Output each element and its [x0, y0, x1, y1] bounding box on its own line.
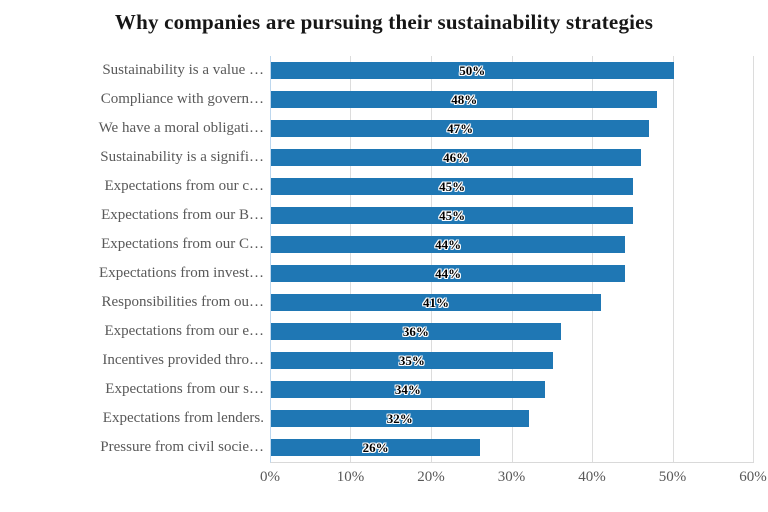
- value-label: 48%: [451, 91, 478, 107]
- gridline: [511, 56, 513, 462]
- bar-row: 36%: [271, 317, 754, 346]
- category-label: Expectations from our B…: [101, 207, 264, 223]
- category-label: Responsibilities from ou…: [101, 294, 265, 310]
- bar-row: 26%: [271, 433, 754, 462]
- x-axis-tick-label: 50%: [658, 469, 687, 485]
- value-label: 46%: [443, 149, 470, 165]
- bar-row: 44%: [271, 230, 754, 259]
- bar: 45%: [271, 207, 634, 224]
- value-label: 50%: [459, 62, 486, 78]
- x-axis-tick-label: 30%: [497, 469, 526, 485]
- x-axis: 0% 10% 20% 30% 40% 50% 60%: [260, 469, 767, 491]
- category-label: We have a moral obligati…: [98, 120, 264, 136]
- category-label: Expectations from invest…: [99, 265, 264, 281]
- category-label: Expectations from our C…: [101, 236, 264, 252]
- x-axis-tick-label: 60%: [739, 469, 767, 485]
- chart-title: Why companies are pursuing their sustain…: [114, 10, 654, 34]
- bar-row: 44%: [271, 259, 754, 288]
- bar: 44%: [271, 236, 626, 253]
- category-label: Expectations from our e…: [104, 323, 264, 339]
- bar-row: 45%: [271, 201, 754, 230]
- value-label: 32%: [386, 410, 413, 426]
- x-axis-tick-label: 40%: [578, 469, 606, 485]
- category-label: Expectations from our c…: [104, 178, 264, 194]
- bar: 50%: [271, 62, 674, 79]
- bar: 32%: [271, 410, 529, 427]
- gridline: [672, 56, 674, 462]
- value-label: 26%: [362, 439, 389, 455]
- value-label: 34%: [394, 381, 421, 397]
- bar-row: 32%: [271, 404, 754, 433]
- x-axis-tick-label: 10%: [336, 469, 365, 485]
- bar-row: 45%: [271, 172, 754, 201]
- category-label: Sustainability is a signifi…: [100, 149, 264, 165]
- bar: 47%: [271, 120, 650, 137]
- bar-row: 47%: [271, 114, 754, 143]
- gridline: [591, 56, 593, 462]
- value-label: 36%: [402, 323, 429, 339]
- plot-area: 50% 48% 47% 46% 45% 45% 44% 44% 41% 36% 35% 34% 32% 2…: [270, 56, 754, 463]
- value-label: 44%: [435, 265, 462, 281]
- bar-row: 48%: [271, 85, 754, 114]
- value-label: 47%: [447, 120, 474, 136]
- category-label: Expectations from our s…: [105, 381, 264, 397]
- x-axis-tick-label: 20%: [417, 469, 445, 485]
- bar-row: 41%: [271, 288, 754, 317]
- bar: 35%: [271, 352, 553, 369]
- value-label: 44%: [435, 236, 462, 252]
- gridline: [430, 56, 432, 462]
- bar: 36%: [271, 323, 561, 340]
- category-label: Sustainability is a value …: [102, 62, 264, 78]
- gridline: [753, 56, 754, 462]
- bar: 26%: [271, 439, 481, 456]
- value-label: 45%: [439, 178, 466, 194]
- bar-row: 34%: [271, 375, 754, 404]
- category-label: Compliance with govern…: [100, 91, 264, 107]
- bar: 34%: [271, 381, 545, 398]
- bar: 41%: [271, 294, 602, 311]
- category-axis: Sustainability is a value … Compliance wi…: [0, 56, 264, 462]
- bar-row: 35%: [271, 346, 754, 375]
- category-label: Incentives provided thro…: [102, 352, 264, 368]
- bar-row: 46%: [271, 143, 754, 172]
- bar: 45%: [271, 178, 634, 195]
- bar-row: 50%: [271, 56, 754, 85]
- value-label: 41%: [423, 294, 450, 310]
- bar: 46%: [271, 149, 642, 166]
- value-label: 35%: [398, 352, 425, 368]
- bar: 44%: [271, 265, 626, 282]
- bar: 48%: [271, 91, 658, 108]
- value-label: 45%: [439, 207, 466, 223]
- category-label: Expectations from lenders.: [102, 410, 264, 426]
- gridline: [350, 56, 352, 462]
- category-label: Pressure from civil socie…: [100, 439, 264, 455]
- x-axis-tick-label: 0%: [260, 469, 280, 485]
